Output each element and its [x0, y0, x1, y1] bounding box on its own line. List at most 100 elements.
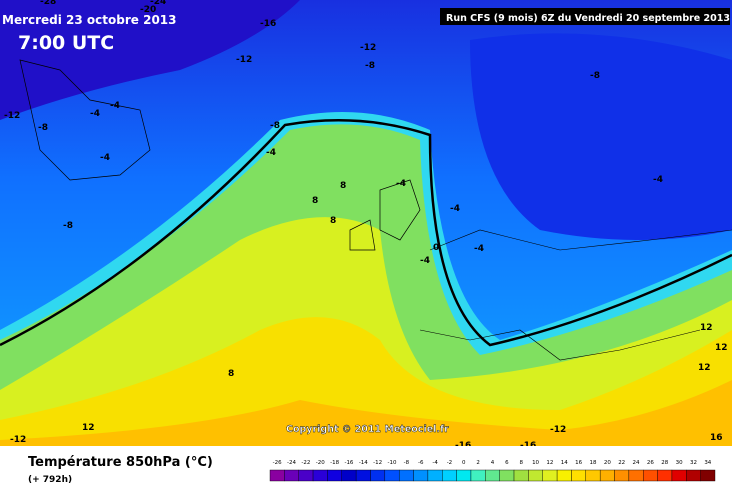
colorbar-label: 30 [676, 460, 683, 466]
lead-time: (+ 792h) [28, 475, 72, 485]
color-swatch [327, 469, 342, 482]
colorbar-label: 28 [661, 460, 668, 466]
color-swatch [398, 469, 414, 482]
color-swatch [686, 469, 701, 482]
contour-label: 8 [340, 181, 346, 191]
color-swatch [298, 469, 314, 482]
contour-label: -8 [590, 71, 600, 81]
copyright: Copyright © 2011 Meteociel.fr [286, 424, 449, 435]
contour-label: -8 [270, 121, 280, 131]
colorbar-label: -14 [359, 460, 368, 466]
color-swatch [384, 469, 400, 482]
color-swatch [456, 469, 472, 482]
contour-label: -4 [653, 175, 663, 185]
contour-label: 8 [330, 216, 336, 226]
contour-label: -12 [550, 425, 566, 435]
color-swatch [599, 469, 615, 482]
color-swatch [643, 469, 658, 482]
color-swatch [528, 469, 543, 482]
contour-label: -4 [266, 148, 276, 158]
color-swatch [442, 469, 457, 482]
contour-label: 8 [228, 369, 234, 379]
colorbar-label: 24 [633, 460, 640, 466]
contour-label: -4 [110, 101, 120, 111]
run-info: Run CFS (9 mois) 6Z du Vendredi 20 septe… [446, 13, 730, 24]
contour-label: -20 [140, 5, 156, 15]
colorbar-label: 2 [476, 460, 480, 466]
color-swatch [671, 469, 687, 482]
color-swatch [556, 469, 572, 482]
run-box [440, 8, 730, 25]
colorbar-label: 22 [618, 460, 625, 466]
color-swatch [413, 469, 429, 482]
colorbar-label: 6 [505, 460, 509, 466]
map [0, 0, 732, 446]
colorbar-label: -20 [316, 460, 325, 466]
contour-label: -4 [420, 256, 430, 266]
colorbar-label: -10 [388, 460, 397, 466]
contour-label: -12 [10, 435, 26, 445]
contour-label: -28 [40, 0, 56, 7]
contour-label: -8 [63, 221, 73, 231]
color-swatch [312, 469, 328, 482]
colorbar-label: -8 [404, 460, 410, 466]
color-swatch [700, 469, 716, 482]
contour-label: 12 [700, 323, 713, 333]
contour-label: 12 [82, 423, 95, 433]
colorbar-label: 8 [519, 460, 523, 466]
colorbar-label: -26 [273, 460, 282, 466]
colorbar-label: 14 [561, 460, 568, 466]
colorbar-label: 18 [589, 460, 596, 466]
colorbar-label: 32 [690, 460, 697, 466]
colorbar: -26 -24 -22 -20 -18 -16 -14 -12 -10 -8 -6 -4 -2 0 2 4 6 8… [269, 460, 716, 482]
contour-label: 12 [715, 343, 728, 353]
colorbar-label: -22 [301, 460, 310, 466]
colorbar-label: -2 [447, 460, 452, 466]
color-swatch [341, 469, 357, 482]
time: 7:00 UTC [18, 32, 114, 54]
colorbar-label: 34 [704, 460, 711, 466]
contour-label: 16 [710, 433, 723, 443]
colorbar-label: 16 [575, 460, 582, 466]
color-swatch [628, 469, 644, 482]
colorbar-label: 10 [532, 460, 539, 466]
contour-label: -12 [236, 55, 252, 65]
color-swatch [657, 469, 673, 482]
colorbar-label: 12 [546, 460, 553, 466]
contour-label: -4 [474, 244, 484, 254]
colorbar-label: -24 [287, 460, 296, 466]
colorbar-label: -16 [344, 460, 353, 466]
color-swatch [614, 469, 630, 482]
color-swatch [269, 469, 285, 482]
colorbar-label: -4 [432, 460, 438, 466]
contour-label: -12 [360, 43, 376, 53]
contour-label: -8 [38, 123, 48, 133]
contour-label: 8 [312, 196, 318, 206]
color-swatch [470, 469, 486, 482]
contour-label: -4 [396, 179, 406, 189]
colorbar-label: -18 [330, 460, 339, 466]
contour-labels: -28 -24-20 -16 -12 -12 -8 -8 -4 -4 -12 -8 -4 -8 -4 8 8 8… [4, 0, 728, 451]
color-swatch [284, 469, 299, 482]
color-swatch [571, 469, 587, 482]
color-swatch [513, 469, 529, 482]
contour-label: -4 [450, 204, 460, 214]
colorbar-label: 20 [604, 460, 611, 466]
color-swatch [542, 469, 558, 482]
color-swatch [585, 469, 601, 482]
contour-label: -16 [260, 19, 276, 29]
contour-label: -4 [90, 109, 100, 119]
color-swatch [499, 469, 515, 482]
colorbar-label: 4 [491, 460, 495, 466]
contour-label: 12 [698, 363, 711, 373]
colorbar-label: -12 [373, 460, 382, 466]
contour-label: -24 [150, 0, 166, 7]
contour-label: -8 [365, 61, 375, 71]
colorbar-label: 0 [462, 460, 466, 466]
color-swatch [485, 469, 500, 482]
date: Mercredi 23 octobre 2013 [2, 13, 177, 27]
color-swatch [370, 469, 386, 482]
color-swatch [355, 469, 371, 482]
colorbar-label: 26 [647, 460, 654, 466]
